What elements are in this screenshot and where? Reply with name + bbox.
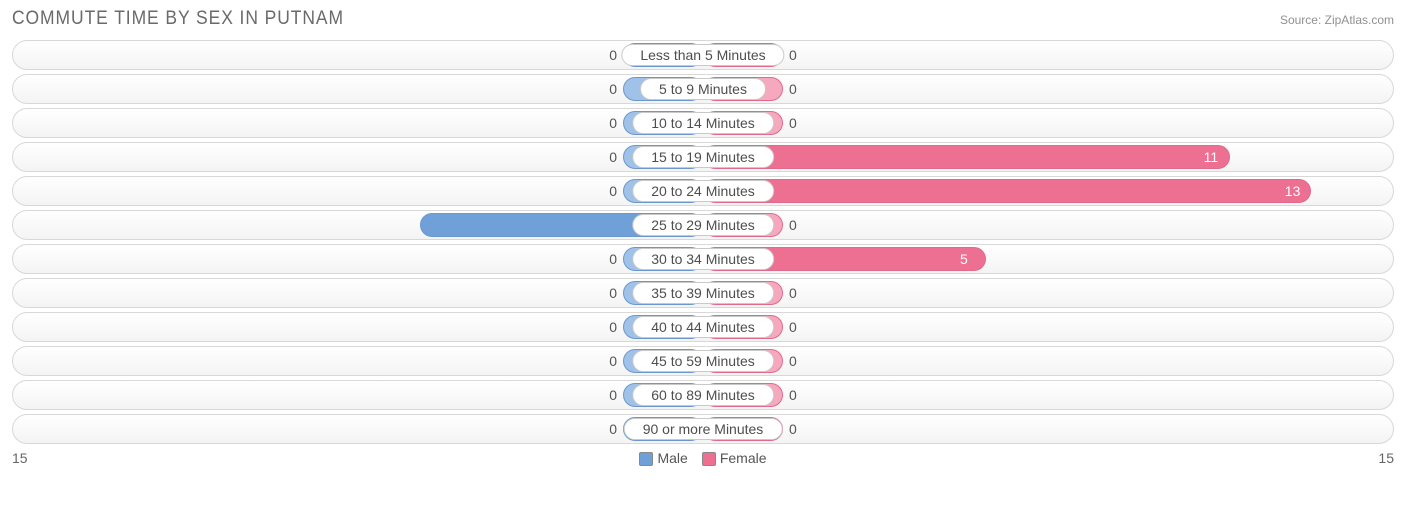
male-value: 0: [609, 81, 617, 97]
category-label: 45 to 59 Minutes: [632, 350, 774, 372]
female-bar: [703, 145, 1230, 169]
female-value: 0: [789, 47, 797, 63]
legend-male: Male: [639, 450, 687, 466]
male-value: 0: [609, 285, 617, 301]
female-value: 0: [789, 387, 797, 403]
male-value: 0: [609, 47, 617, 63]
chart-rows: 00Less than 5 Minutes005 to 9 Minutes001…: [12, 40, 1394, 444]
female-value: 0: [789, 353, 797, 369]
chart-row: 0 13 20 to 24 Minutes: [12, 176, 1394, 206]
female-value: 0: [789, 115, 797, 131]
male-value: 0: [609, 149, 617, 165]
female-value: 11: [1204, 149, 1219, 165]
chart-row: 0 0 10 to 14 Minutes: [12, 108, 1394, 138]
male-value: 0: [609, 353, 617, 369]
chart-row: 0 0 35 to 39 Minutes: [12, 278, 1394, 308]
chart-row: 0 11 15 to 19 Minutes: [12, 142, 1394, 172]
female-value: 0: [789, 81, 797, 97]
category-label: Less than 5 Minutes: [621, 44, 784, 66]
female-value: 5: [960, 251, 968, 267]
category-label: 30 to 34 Minutes: [632, 248, 774, 270]
category-label: 5 to 9 Minutes: [640, 78, 766, 100]
category-label: 60 to 89 Minutes: [632, 384, 774, 406]
female-value: 13: [1285, 183, 1301, 199]
category-label: 20 to 24 Minutes: [632, 180, 774, 202]
chart-row: 0 0 90 or more Minutes: [12, 414, 1394, 444]
chart-row: 00Less than 5 Minutes: [12, 40, 1394, 70]
axis-left-max: 15: [12, 450, 28, 466]
category-label: 10 to 14 Minutes: [632, 112, 774, 134]
source-credit: Source: ZipAtlas.com: [1280, 13, 1394, 27]
female-value: 0: [789, 319, 797, 335]
male-value: 0: [609, 421, 617, 437]
male-swatch-icon: [639, 452, 653, 466]
female-value: 0: [789, 285, 797, 301]
female-value: 0: [789, 217, 797, 233]
legend-female: Female: [702, 450, 767, 466]
category-label: 25 to 29 Minutes: [632, 214, 774, 236]
female-bar: [703, 179, 1311, 203]
female-swatch-icon: [702, 452, 716, 466]
male-value: 0: [609, 387, 617, 403]
chart-row: 0 0 45 to 59 Minutes: [12, 346, 1394, 376]
male-value: 0: [609, 183, 617, 199]
male-value: 0: [609, 115, 617, 131]
category-label: 15 to 19 Minutes: [632, 146, 774, 168]
chart-row: 0 0 40 to 44 Minutes: [12, 312, 1394, 342]
legend: Male Female: [639, 450, 766, 466]
chart-title: COMMUTE TIME BY SEX IN PUTNAM: [12, 8, 344, 30]
source-link[interactable]: ZipAtlas.com: [1325, 13, 1394, 27]
female-value: 0: [789, 421, 797, 437]
chart-row: 5025 to 29 Minutes: [12, 210, 1394, 240]
chart-row: 0 5 30 to 34 Minutes: [12, 244, 1394, 274]
male-value: 0: [609, 251, 617, 267]
axis-right-max: 15: [1378, 450, 1394, 466]
category-label: 35 to 39 Minutes: [632, 282, 774, 304]
chart-row: 0 0 60 to 89 Minutes: [12, 380, 1394, 410]
chart-row: 0 0 5 to 9 Minutes: [12, 74, 1394, 104]
male-value: 0: [609, 319, 617, 335]
category-label: 90 or more Minutes: [624, 418, 783, 440]
category-label: 40 to 44 Minutes: [632, 316, 774, 338]
